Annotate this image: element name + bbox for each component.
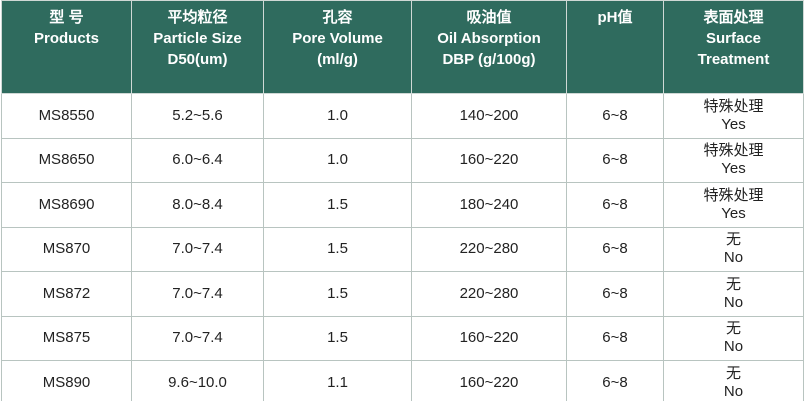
table-cell: 6~8 <box>566 271 664 317</box>
cell-line: Yes <box>721 160 746 178</box>
table-cell: 1.5 <box>263 182 412 228</box>
table-cell: 180~240 <box>411 182 567 228</box>
header-cell: 平均粒径 Particle Size D50(um) <box>131 0 264 94</box>
table-cell: 无 No <box>663 360 804 401</box>
cell-line: 平均粒径 <box>167 9 228 26</box>
table-cell: 9.6~10.0 <box>131 360 264 401</box>
cell-line: 无 <box>725 275 741 293</box>
table-cell: 无 No <box>663 271 804 317</box>
table-body: MS8550 5.2~5.6 1.0 140~200 6~8 特殊处理 Yes MS8650 6… <box>1 93 804 401</box>
cell-line: No <box>723 338 744 356</box>
table-row: MS8550 5.2~5.6 1.0 140~200 6~8 特殊处理 Yes <box>1 93 804 139</box>
cell-line: Surface <box>705 30 762 47</box>
cell-line: 特殊处理 <box>703 142 764 160</box>
cell-line: No <box>723 249 744 267</box>
cell-line: 无 <box>725 231 741 249</box>
cell-line: Yes <box>721 115 746 133</box>
table-cell: MS872 <box>1 271 132 317</box>
cell-line: 无 <box>725 320 741 338</box>
table-cell: 220~280 <box>411 271 567 317</box>
table-cell: MS890 <box>1 360 132 401</box>
table-cell: 140~200 <box>411 93 567 139</box>
cell-line: No <box>723 382 744 400</box>
table-cell: 6~8 <box>566 182 664 228</box>
cell-line: 孔容 <box>322 9 353 26</box>
table-cell: 8.0~8.4 <box>131 182 264 228</box>
cell-line: Oil Absorption <box>437 30 541 47</box>
table-cell: 无 No <box>663 226 804 272</box>
table-row: MS8690 8.0~8.4 1.5 180~240 6~8 特殊处理 Yes <box>1 182 804 228</box>
header-row: 型 号 Products 平均粒径 Particle Size D50(um) 孔容 Por… <box>1 0 804 94</box>
table-cell: MS870 <box>1 226 132 272</box>
cell-line: Products <box>33 30 99 47</box>
cell-line: No <box>723 293 744 311</box>
cell-line: Particle Size <box>153 30 242 47</box>
table-cell: 无 No <box>663 315 804 361</box>
cell-line: D50(um) <box>167 51 228 68</box>
table-cell: 6.0~6.4 <box>131 137 264 183</box>
cell-line: 型 号 <box>49 9 84 26</box>
cell-line: Treatment <box>697 51 770 68</box>
cell-line: Yes <box>721 204 746 222</box>
table-cell: MS8650 <box>1 137 132 183</box>
table-cell: 6~8 <box>566 137 664 183</box>
table-cell: MS8550 <box>1 93 132 139</box>
table-cell: 5.2~5.6 <box>131 93 264 139</box>
cell-line: 吸油值 <box>466 9 512 26</box>
cell-line: 表面处理 <box>703 9 764 26</box>
header-cell: 型 号 Products <box>1 0 132 94</box>
table-cell: 1.0 <box>263 93 412 139</box>
cell-line: Pore Volume <box>292 30 383 47</box>
cell-line: 特殊处理 <box>703 186 764 204</box>
table-cell: 7.0~7.4 <box>131 271 264 317</box>
table-row: MS8650 6.0~6.4 1.0 160~220 6~8 特殊处理 Yes <box>1 137 804 183</box>
table-cell: 6~8 <box>566 360 664 401</box>
table-cell: MS875 <box>1 315 132 361</box>
cell-line: DBP (g/100g) <box>442 51 536 68</box>
table-cell: 1.5 <box>263 226 412 272</box>
table-cell: 160~220 <box>411 315 567 361</box>
table-cell: 160~220 <box>411 360 567 401</box>
table-cell: 220~280 <box>411 226 567 272</box>
table-row: MS870 7.0~7.4 1.5 220~280 6~8 无 No <box>1 226 804 272</box>
header-cell: 表面处理 Surface Treatment <box>663 0 804 94</box>
table-cell: 6~8 <box>566 315 664 361</box>
table-cell: 1.0 <box>263 137 412 183</box>
cell-line: 特殊处理 <box>703 97 764 115</box>
cell-line: 无 <box>725 364 741 382</box>
table-cell: 1.5 <box>263 271 412 317</box>
table-cell: 1.5 <box>263 315 412 361</box>
header-cell: 吸油值 Oil Absorption DBP (g/100g) <box>411 0 567 94</box>
table-cell: 7.0~7.4 <box>131 226 264 272</box>
cell-line: pH值 <box>597 9 633 26</box>
table-cell: 6~8 <box>566 226 664 272</box>
table-row: MS890 9.6~10.0 1.1 160~220 6~8 无 No <box>1 360 804 401</box>
table-cell: 特殊处理 Yes <box>663 182 804 228</box>
table-row: MS872 7.0~7.4 1.5 220~280 6~8 无 No <box>1 271 804 317</box>
table-cell: 7.0~7.4 <box>131 315 264 361</box>
table-row: MS875 7.0~7.4 1.5 160~220 6~8 无 No <box>1 315 804 361</box>
table-cell: 1.1 <box>263 360 412 401</box>
table-cell: MS8690 <box>1 182 132 228</box>
table-cell: 特殊处理 Yes <box>663 93 804 139</box>
cell-line: (ml/g) <box>317 51 358 68</box>
table-cell: 6~8 <box>566 93 664 139</box>
table-cell: 特殊处理 Yes <box>663 137 804 183</box>
table-cell: 160~220 <box>411 137 567 183</box>
header-cell: 孔容 Pore Volume (ml/g) <box>263 0 412 94</box>
header-cell: pH值 <box>566 0 664 94</box>
